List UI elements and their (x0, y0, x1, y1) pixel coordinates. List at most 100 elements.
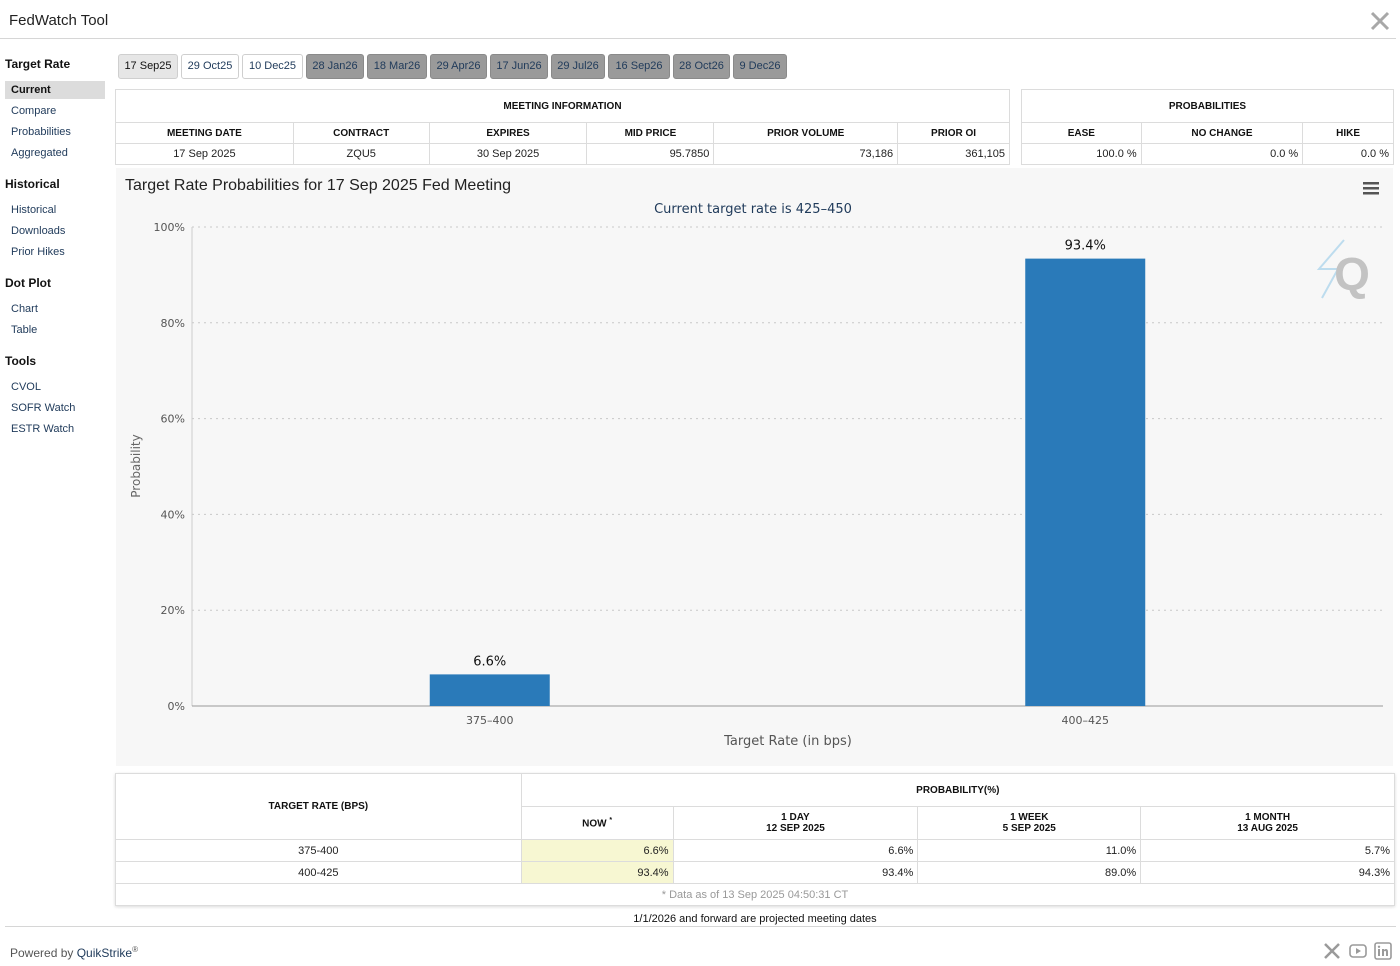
bar-data-label: 6.6% (473, 654, 506, 669)
chart-subtitle: Current target rate is 425–450 (654, 202, 852, 217)
month-cell: 94.3% (1140, 861, 1395, 884)
powered-by-text: Powered by (10, 946, 77, 960)
chart-title: Target Rate Probabilities for 17 Sep 202… (125, 177, 511, 194)
sidebar-group-target-rate: Target Rate (5, 57, 71, 71)
col-hike: HIKE (1302, 122, 1394, 144)
col-1-day: 1 DAY 12 SEP 2025 (672, 806, 919, 840)
meeting-info-header: MEETING INFORMATION (115, 89, 1010, 123)
sidebar-item-aggregated[interactable]: Aggregated (11, 147, 68, 159)
y-tick-label: 60% (161, 413, 185, 426)
hike-value: 0.0 % (1302, 143, 1394, 165)
col-prior-oi: PRIOR OI (897, 122, 1010, 144)
social-links (1319, 942, 1392, 962)
now-mark: * (609, 816, 613, 824)
day-cell: 93.4% (672, 861, 919, 884)
col-mid-price: MID PRICE (586, 122, 715, 144)
projected-dates-note: 1/1/2026 and forward are projected meeti… (633, 913, 877, 925)
col-target-rate: TARGET RATE (BPS) (115, 773, 522, 840)
probability-header: PROBABILITY(%) (520, 773, 1396, 807)
probability-chart: Target Rate Probabilities for 17 Sep 202… (125, 177, 1383, 749)
tab-29-oct25[interactable]: 29 Oct25 (181, 54, 239, 79)
bar (1025, 258, 1146, 706)
data-timestamp-note: * Data as of 13 Sep 2025 04:50:31 CT (115, 883, 1395, 906)
tab-28-jan26[interactable]: 28 Jan26 (306, 54, 364, 79)
sidebar-item-chart[interactable]: Chart (11, 303, 38, 315)
x-close-icon[interactable] (1370, 11, 1390, 31)
tab-17-jun26[interactable]: 17 Jun26 (490, 54, 548, 79)
history-table: TARGET RATE (BPS) PROBABILITY(%) NOW * 1… (115, 773, 1396, 906)
ease-value: 100.0 % (1021, 143, 1142, 165)
y-tick-label: 100% (154, 221, 185, 234)
youtube-icon[interactable] (1348, 942, 1367, 960)
tab-29-apr26[interactable]: 29 Apr26 (430, 54, 487, 79)
period-label: 1 MONTH (1245, 812, 1291, 823)
tab-18-mar26[interactable]: 18 Mar26 (367, 54, 427, 79)
menu-icon[interactable] (1363, 182, 1379, 195)
tab-28-oct26[interactable]: 28 Oct26 (673, 54, 730, 79)
col-1-week: 1 WEEK 5 SEP 2025 (917, 806, 1142, 840)
sidebar-item-table[interactable]: Table (11, 324, 38, 336)
tab-29-jul26[interactable]: 29 Jul26 (551, 54, 605, 79)
y-tick-label: 20% (161, 604, 185, 617)
sidebar-item-compare[interactable]: Compare (11, 105, 57, 117)
y-tick-label: 40% (161, 508, 185, 521)
x-tick-label: 375–400 (466, 714, 514, 727)
sidebar-item-current[interactable]: Current (5, 81, 105, 99)
sidebar-group-historical: Historical (5, 177, 60, 191)
probabilities-table: PROBABILITIES EASE NO CHANGE HIKE 100.0 … (1021, 89, 1394, 165)
day-cell: 6.6% (672, 839, 919, 862)
table-row: 375-400 6.6% 6.6% 11.0% 5.7% (115, 839, 1395, 862)
now-cell: 93.4% (520, 861, 674, 884)
period-date: 12 SEP 2025 (766, 823, 825, 834)
bars: 6.6% 93.4% (429, 239, 1146, 706)
contract-value: ZQU5 (292, 143, 430, 165)
x-social-icon[interactable] (1323, 942, 1341, 960)
table-row: 17 Sep 2025 ZQU5 30 Sep 2025 95.7850 73,… (115, 143, 1010, 165)
sidebar-item-probabilities[interactable]: Probabilities (11, 126, 71, 138)
week-cell: 11.0% (917, 839, 1142, 862)
x-tick-label: 400–425 (1062, 714, 1110, 727)
tab-10-dec25[interactable]: 10 Dec25 (242, 54, 303, 79)
sidebar-item-prior-hikes[interactable]: Prior Hikes (11, 246, 65, 258)
sidebar-item-downloads[interactable]: Downloads (11, 225, 66, 237)
tab-17-sep25[interactable]: 17 Sep25 (118, 54, 178, 79)
sidebar-item-sofr-watch[interactable]: SOFR Watch (11, 402, 76, 414)
tab-9-dec26[interactable]: 9 Dec26 (733, 54, 787, 79)
table-row: 100.0 % 0.0 % 0.0 % (1021, 143, 1394, 165)
app-title: FedWatch Tool (9, 12, 109, 29)
x-axis-label: Target Rate (in bps) (723, 734, 852, 749)
sidebar-item-historical[interactable]: Historical (11, 204, 57, 216)
divider (5, 926, 1396, 927)
sidebar-group-dot-plot: Dot Plot (5, 276, 51, 290)
quikstrike-link[interactable]: QuikStrike (76, 946, 133, 960)
expires-value: 30 Sep 2025 (428, 143, 588, 165)
bar (429, 674, 550, 706)
registered-mark: ® (132, 945, 138, 954)
meeting-info-table: MEETING INFORMATION MEETING DATE CONTRAC… (115, 89, 1010, 165)
y-axis: 0% 20% 40% 60% 80% 100% (154, 221, 185, 713)
sidebar-item-estr-watch[interactable]: ESTR Watch (11, 423, 75, 435)
now-cell: 6.6% (520, 839, 674, 862)
period-date: 5 SEP 2025 (1002, 823, 1056, 834)
sidebar-group-tools: Tools (5, 354, 37, 368)
col-ease: EASE (1021, 122, 1142, 144)
meeting-date-value: 17 Sep 2025 (115, 143, 294, 165)
col-now: NOW * (520, 806, 674, 840)
rate-cell: 375-400 (115, 839, 522, 862)
period-label: 1 WEEK (1010, 812, 1049, 823)
chart-panel: Target Rate Probabilities for 17 Sep 202… (116, 168, 1393, 766)
prior-oi-value: 361,105 (897, 143, 1010, 165)
linkedin-icon[interactable] (1374, 942, 1392, 960)
svg-text:Q: Q (1334, 248, 1370, 300)
sidebar-item-cvol[interactable]: CVOL (11, 381, 41, 393)
rate-cell: 400-425 (115, 861, 522, 884)
quikstrike-watermark-icon: Q (1316, 239, 1370, 300)
col-expires: EXPIRES (428, 122, 588, 144)
y-axis-label: Probability (129, 434, 143, 497)
probabilities-header: PROBABILITIES (1021, 89, 1394, 123)
tab-16-sep26[interactable]: 16 Sep26 (608, 54, 670, 79)
mid-price-value: 95.7850 (586, 143, 715, 165)
prior-volume-value: 73,186 (713, 143, 899, 165)
month-cell: 5.7% (1140, 839, 1395, 862)
col-contract: CONTRACT (292, 122, 430, 144)
